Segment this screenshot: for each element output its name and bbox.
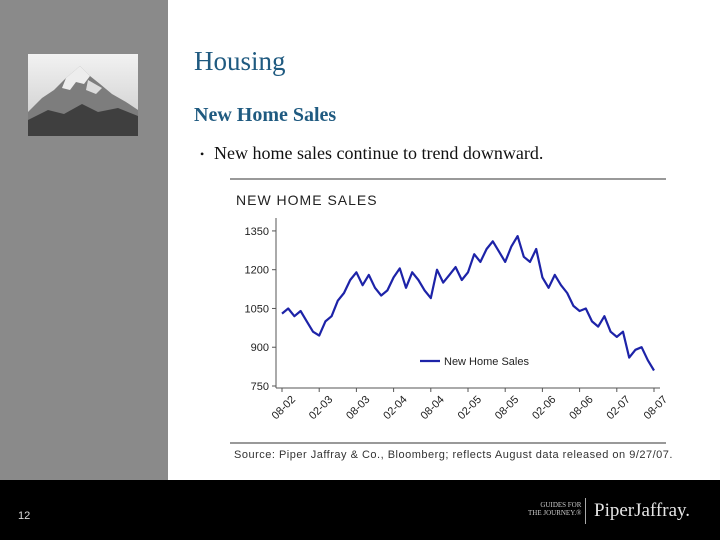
x-tick-label: 08-07 bbox=[642, 394, 666, 422]
guides-logo-line1: GUIDES FOR bbox=[540, 501, 582, 509]
x-tick-label: 08-04 bbox=[418, 394, 446, 422]
slide-subtitle: New Home Sales bbox=[194, 104, 337, 126]
series-line-new-home-sales bbox=[281, 235, 655, 372]
x-tick-label: 02-07 bbox=[604, 394, 632, 422]
y-tick-label: 750 bbox=[251, 381, 269, 393]
footer-bar: 12 GUIDES FOR THE JOURNEY.® PiperJaffray… bbox=[0, 480, 720, 540]
y-tick-label: 900 bbox=[251, 342, 269, 354]
y-tick-label: 1050 bbox=[245, 303, 269, 315]
x-tick-label: 08-05 bbox=[493, 394, 521, 422]
legend-label: New Home Sales bbox=[444, 356, 529, 368]
x-tick-label: 08-06 bbox=[567, 394, 595, 422]
source-note: Source: Piper Jaffray & Co., Bloomberg; … bbox=[234, 449, 673, 461]
bullet-text: New home sales continue to trend downwar… bbox=[214, 143, 544, 163]
bullet-dot-icon: • bbox=[200, 147, 205, 162]
x-tick-label: 02-06 bbox=[530, 394, 558, 422]
x-tick-label: 02-03 bbox=[307, 394, 335, 422]
x-tick-label: 02-04 bbox=[381, 394, 409, 422]
guides-logo-line2: THE JOURNEY.® bbox=[528, 509, 582, 517]
company-logo: PiperJaffray. bbox=[594, 500, 691, 521]
bullet-point: • New home sales continue to trend downwa… bbox=[200, 143, 543, 164]
new-home-sales-chart: NEW HOME SALES 750 900 1050 1200 1350 08-02 02-… bbox=[230, 178, 670, 444]
slide-title: Housing bbox=[194, 46, 286, 76]
y-tick-label: 1350 bbox=[245, 226, 269, 238]
x-tick-label: 08-03 bbox=[344, 394, 372, 422]
mountain-image bbox=[28, 54, 138, 136]
chart-title: NEW HOME SALES bbox=[236, 192, 378, 208]
chart: NEW HOME SALES 750 900 1050 1200 1350 08-02 02-… bbox=[230, 178, 670, 444]
guides-logo: GUIDES FOR THE JOURNEY.® bbox=[528, 501, 581, 517]
y-tick-label: 1200 bbox=[245, 265, 269, 277]
page-number: 12 bbox=[18, 510, 31, 522]
mountain-photo bbox=[28, 54, 138, 136]
logo-divider bbox=[585, 498, 586, 524]
x-tick-label: 02-05 bbox=[456, 394, 484, 422]
x-tick-label: 08-02 bbox=[270, 394, 298, 422]
